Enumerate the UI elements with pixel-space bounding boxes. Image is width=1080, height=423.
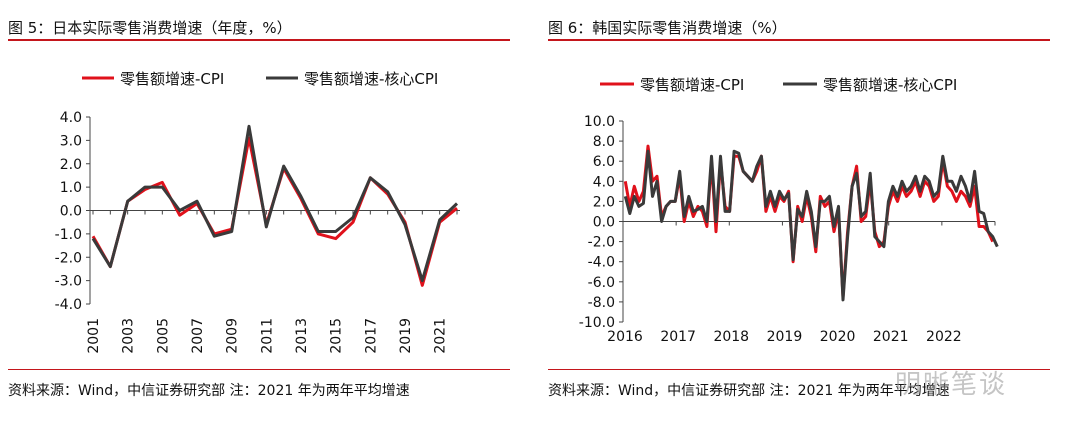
title-rule	[548, 39, 1050, 41]
legend-label: 零售额增速-CPI	[640, 76, 744, 94]
title-rule	[8, 39, 510, 41]
y-tick-label: 4.0	[60, 110, 82, 126]
y-tick-label: 10.0	[584, 114, 615, 130]
x-tick-label: 2003	[121, 318, 137, 354]
japan-retail-line-chart: 零售额增速-CPI 零售额增速-核心CPI 4.0 3.0 2.0 1.0 0.0 -1.0 -…	[55, 70, 460, 354]
y-tick-label: -8.0	[588, 295, 615, 311]
x-tick-label: 2005	[155, 318, 171, 354]
legend-label: 零售额增速-核心CPI	[304, 70, 438, 88]
korea-retail-line-chart: 零售额增速-CPI 零售额增速-核心CPI 10.0 8.0 6.0 4.0 2.0 0.0 -…	[579, 76, 999, 345]
x-tick-label: 2017	[363, 318, 379, 354]
x-tick-label: 2013	[294, 318, 310, 354]
x-tick-label: 2021	[433, 318, 449, 354]
x-tick-label: 2016	[607, 329, 643, 345]
x-tick-label: 2020	[820, 329, 856, 345]
series-line	[91, 136, 458, 287]
source-rule	[548, 369, 1050, 370]
y-tick-label: -10.0	[579, 315, 615, 331]
x-tick-label: 2019	[398, 318, 414, 354]
figure-title: 图 6：韩国实际零售消费增速（%）	[548, 19, 787, 37]
x-tick-label: 2018	[713, 329, 749, 345]
source-rule	[8, 369, 510, 370]
y-tick-label: -2.0	[588, 235, 615, 251]
y-tick-label: -3.0	[55, 274, 82, 290]
series-line	[623, 149, 999, 302]
y-tick-label: -1.0	[55, 227, 82, 243]
y-tick-label: 0.0	[593, 215, 615, 231]
y-tick-label: 8.0	[593, 134, 615, 150]
y-tick-label: 0.0	[60, 204, 82, 220]
watermark-text: 明晰笔谈	[895, 370, 1008, 400]
figure-title: 图 5：日本实际零售消费增速（年度，%）	[8, 19, 292, 37]
legend-label: 零售额增速-CPI	[120, 70, 224, 88]
x-tick-label: 2001	[86, 318, 102, 354]
x-tick-label: 2021	[873, 329, 909, 345]
y-tick-label: 4.0	[593, 174, 615, 190]
x-tick-label: 2019	[767, 329, 803, 345]
y-tick-label: 2.0	[60, 157, 82, 173]
x-tick-label: 2009	[225, 318, 241, 354]
y-tick-label: -4.0	[588, 255, 615, 271]
series-line	[91, 124, 459, 283]
x-tick-label: 2015	[329, 318, 345, 354]
x-tick-label: 2022	[926, 329, 962, 345]
y-tick-label: -4.0	[55, 297, 82, 313]
x-tick-label: 2007	[190, 318, 206, 354]
x-tick-label: 2011	[259, 318, 275, 354]
source-note: 资料来源：Wind，中信证券研究部 注：2021 年为两年平均增速	[548, 383, 950, 399]
y-tick-label: -2.0	[55, 250, 82, 266]
y-tick-label: 1.0	[60, 180, 82, 196]
x-tick-label: 2017	[660, 329, 696, 345]
chart-panel-korea: 图 6：韩国实际零售消费增速（%） 零售额增速-CPI 零售额增速-核心CPI 10…	[540, 0, 1080, 423]
chart-panel-japan: 图 5：日本实际零售消费增速（年度，%） 零售额增速-CPI 零售额增速-核心CP…	[8, 19, 510, 399]
source-note: 资料来源：Wind，中信证券研究部 注：2021 年为两年平均增速	[8, 383, 410, 399]
y-tick-label: 3.0	[60, 133, 82, 149]
y-tick-label: 2.0	[593, 194, 615, 210]
y-tick-label: -6.0	[588, 275, 615, 291]
legend-label: 零售额增速-核心CPI	[823, 76, 957, 94]
y-tick-label: 6.0	[593, 154, 615, 170]
